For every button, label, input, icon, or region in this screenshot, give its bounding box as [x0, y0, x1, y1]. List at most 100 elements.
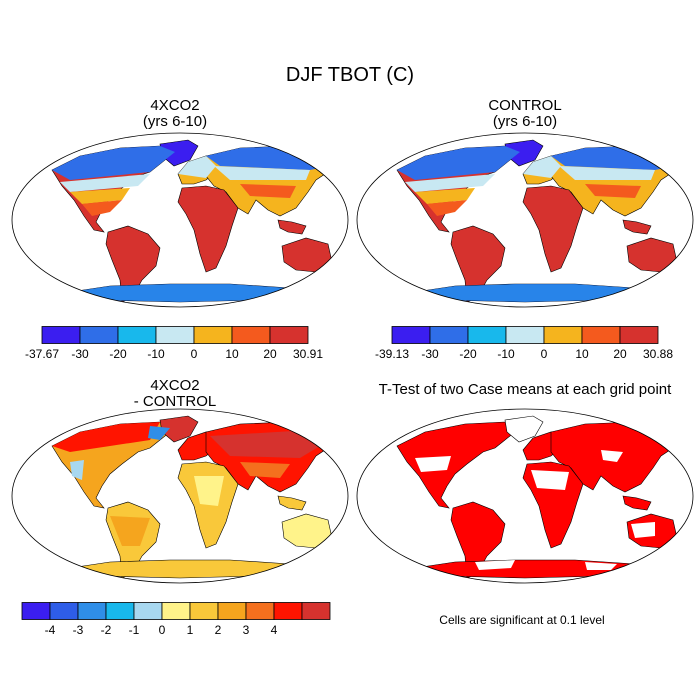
colorbar-tick-label: 3 [242, 623, 250, 637]
colorbar-tick-label: 0 [190, 347, 198, 361]
colorbar-swatch [117, 326, 157, 344]
field-band [415, 284, 665, 302]
colorbar-tick-label: 0 [158, 623, 166, 637]
field-band [415, 188, 475, 204]
colorbar-tick-label: -30 [71, 347, 89, 361]
field-band [601, 450, 623, 462]
colorbar-swatch [301, 602, 331, 620]
field-band [523, 156, 561, 178]
colorbar-tick-label: -30 [421, 347, 439, 361]
landmass-seasia [622, 495, 652, 511]
map-border [11, 132, 349, 308]
colorbar-swatch [133, 602, 163, 620]
landmass-africa [177, 185, 239, 273]
landmass-seasia [277, 495, 307, 511]
colorbar-swatch [619, 326, 659, 344]
colorbar-tick-label: 20 [263, 347, 277, 361]
field-band [214, 166, 310, 180]
field-band [52, 146, 175, 180]
colorbar-difference: -4 -3 -2 -1 0 1 2 3 4 [21, 602, 331, 642]
field-band [110, 516, 150, 546]
colorbar-swatch [245, 602, 275, 620]
field-band [240, 184, 296, 198]
colorbar-tick-label: 2 [214, 623, 222, 637]
map-control [356, 132, 694, 308]
colorbar-tick-label: 0 [540, 347, 548, 361]
field-band [427, 200, 467, 216]
colorbar-tick-label: -10 [497, 347, 515, 361]
field-band [60, 174, 150, 192]
panel-title-difference: 4XCO2 - CONTROL [133, 377, 217, 410]
field-band [70, 188, 130, 204]
colorbar-swatch [273, 602, 303, 620]
colorbar-tick-label: -37.67 [24, 347, 60, 361]
map-border [356, 408, 694, 584]
colorbar-swatch [155, 326, 195, 344]
map-4xco2 [11, 132, 349, 308]
colorbar-swatch [105, 602, 135, 620]
field-band [631, 522, 655, 538]
landmass-antarctica [69, 559, 321, 579]
panel-title-4xco2: 4XCO2 (yrs 6-10) [142, 97, 208, 130]
field-band [475, 560, 515, 570]
map-ttest [356, 408, 694, 584]
panel-title-control: CONTROL (yrs 6-10) [488, 97, 562, 130]
colorbar-swatch [467, 326, 507, 344]
colorbar-tick-label: -10 [147, 347, 165, 361]
colorbar-swatches [41, 326, 309, 344]
colorbar-swatch [193, 326, 233, 344]
map-border [11, 408, 349, 584]
field-band [397, 146, 520, 180]
colorbar-swatch [269, 326, 309, 344]
colorbar-tick-label: 10 [225, 347, 239, 361]
colorbar-tick-label: 10 [575, 347, 589, 361]
colorbar-swatch [79, 326, 119, 344]
field-band [70, 284, 320, 302]
field-band [531, 470, 569, 490]
map-border [356, 132, 694, 308]
landmass-seasia [277, 219, 307, 235]
colorbar-tick-label: 1 [186, 623, 194, 637]
field-band [585, 184, 641, 198]
field-band [194, 476, 224, 506]
colorbar-tick-label: -39.13 [374, 347, 410, 361]
landmass-seasia [622, 219, 652, 235]
colorbar-tick-label: -2 [100, 623, 112, 637]
map-difference [11, 408, 349, 584]
colorbar-swatch [429, 326, 469, 344]
colorbar-swatch [77, 602, 107, 620]
panel-title-ttest: T-Test of two Case means at each grid po… [378, 381, 672, 398]
colorbar-swatch [231, 326, 271, 344]
colorbar-4xco2: -37.67 -30 -20 -10 0 10 20 30.91 [25, 326, 323, 366]
colorbar-tick-label: 4 [270, 623, 278, 637]
field-band [559, 166, 655, 180]
figure-title: DJF TBOT (C) [285, 64, 415, 86]
field-band [70, 460, 84, 480]
field-band [405, 174, 495, 192]
field-band [240, 462, 290, 478]
field-band [178, 156, 216, 178]
colorbar-tick-label: -3 [72, 623, 84, 637]
landmass-greenland [504, 415, 544, 443]
landmass-na [396, 421, 521, 509]
colorbar-swatches [391, 326, 659, 344]
colorbar-tick-label: -4 [44, 623, 56, 637]
colorbar-tick-label: 30.88 [642, 347, 674, 361]
field-band [52, 422, 160, 452]
field-band [415, 456, 451, 472]
colorbar-tick-label: 20 [613, 347, 627, 361]
colorbar-swatch [49, 602, 79, 620]
landmass-africa [177, 461, 239, 549]
colorbar-swatch [543, 326, 583, 344]
colorbar-swatch [161, 602, 191, 620]
landmass-africa [522, 185, 584, 273]
landmass-antarctica [414, 559, 666, 579]
landmass-australia [626, 237, 678, 273]
colorbar-swatch [21, 602, 51, 620]
field-band [210, 430, 320, 458]
colorbar-tick-label: -20 [459, 347, 477, 361]
field-band [148, 426, 170, 440]
colorbar-swatch [41, 326, 81, 344]
landmass-australia [281, 237, 333, 273]
field-band [82, 200, 122, 216]
